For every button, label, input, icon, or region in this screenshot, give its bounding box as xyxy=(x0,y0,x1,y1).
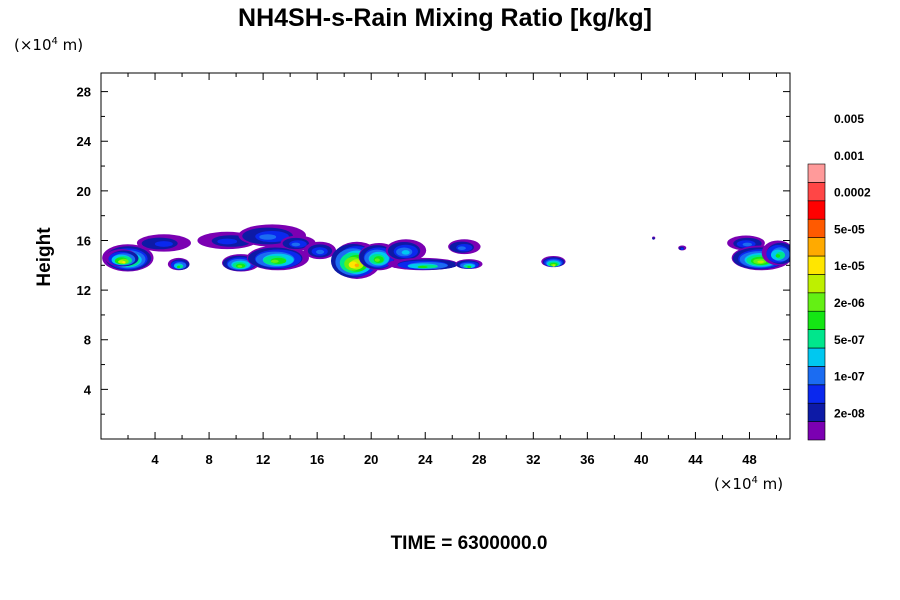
colorbar-label: 0.0002 xyxy=(834,186,871,200)
contour-fill xyxy=(775,254,781,258)
colorbar-swatch xyxy=(807,366,826,386)
x-tick-label: 44 xyxy=(688,452,703,467)
contour-fill xyxy=(680,247,684,251)
y-tick-label: 4 xyxy=(84,382,92,397)
x-tick-label: 20 xyxy=(364,452,378,467)
x-tick-label: 8 xyxy=(205,452,212,467)
colorbar-swatch xyxy=(807,182,826,202)
colorbar-swatch xyxy=(807,310,826,330)
contour-fill xyxy=(348,261,358,269)
colorbar-swatch xyxy=(807,218,826,238)
mixing-ratio-field xyxy=(102,224,790,279)
colorbar-swatch xyxy=(807,200,826,220)
x-tick-label: 24 xyxy=(418,452,433,467)
contour-fill xyxy=(217,238,238,245)
colorbar-label: 1e-07 xyxy=(834,370,865,384)
y-tick-label: 12 xyxy=(77,283,91,298)
x-unit-prefix: (×10 xyxy=(714,475,752,493)
contour-fill xyxy=(652,237,655,240)
contour-fill xyxy=(291,242,301,247)
x-tick-label: 36 xyxy=(580,452,594,467)
colorbar-swatch xyxy=(807,163,826,183)
contour-fill xyxy=(374,258,380,262)
x-tick-label: 48 xyxy=(742,452,756,467)
contour-fill xyxy=(742,242,753,247)
colorbar-swatch xyxy=(807,421,826,441)
x-unit-label: (×104 m) xyxy=(714,475,783,493)
y-axis-label: Height xyxy=(34,227,55,287)
colorbar-label: 0.001 xyxy=(834,149,864,163)
contour-fill xyxy=(316,249,325,255)
x-unit-suffix: m) xyxy=(758,475,783,493)
contour-fill xyxy=(552,264,556,267)
plot-frame xyxy=(100,72,791,440)
y-unit-exp: 4 xyxy=(52,36,58,47)
y-tick-label: 16 xyxy=(77,233,91,248)
time-label: TIME = 6300000.0 xyxy=(391,533,548,554)
y-unit-prefix: (×10 xyxy=(14,36,52,54)
x-tick-label: 4 xyxy=(151,452,159,467)
y-tick-label: 20 xyxy=(77,184,91,199)
colorbar-swatch xyxy=(807,347,826,367)
colorbar-swatch xyxy=(807,402,826,422)
y-unit-label: (×104 m) xyxy=(14,36,83,54)
chart-title: NH4SH-s-Rain Mixing Ratio [kg/kg] xyxy=(238,4,652,32)
y-tick-label: 24 xyxy=(77,134,92,149)
contour-fill xyxy=(270,259,279,263)
contour-fill xyxy=(401,250,410,255)
x-tick-label: 12 xyxy=(256,452,270,467)
x-tick-label: 40 xyxy=(634,452,648,467)
colorbar-swatch xyxy=(807,237,826,257)
y-axis: 4 8 12 16 20 24 28 xyxy=(77,85,790,415)
x-axis: 4 8 12 16 20 24 28 32 36 40 44 48 xyxy=(127,73,777,467)
contour-fill xyxy=(457,246,466,251)
colorbar-swatch xyxy=(807,292,826,312)
contour-fill xyxy=(467,265,472,269)
contour-fill xyxy=(757,260,764,264)
contour-fill xyxy=(122,261,126,264)
contour-fill xyxy=(354,263,360,267)
colorbar-label: 5e-05 xyxy=(834,222,865,236)
colorbar-label: 1e-05 xyxy=(834,259,865,273)
x-tick-label: 32 xyxy=(526,452,540,467)
contour-fill xyxy=(259,234,277,240)
contour-fill xyxy=(417,265,428,269)
colorbar-swatch xyxy=(807,274,826,294)
y-tick-label: 28 xyxy=(77,85,91,100)
colorbar-swatch xyxy=(807,329,826,349)
colorbar-swatch xyxy=(807,384,826,404)
contour-fill xyxy=(154,241,173,247)
contour-fill xyxy=(237,265,243,268)
colorbar-label: 0.005 xyxy=(834,112,864,126)
colorbar-label: 2e-06 xyxy=(834,296,865,310)
colorbar-label: 5e-07 xyxy=(834,333,865,347)
contour-fill xyxy=(177,265,181,269)
colorbar-label: 2e-08 xyxy=(834,406,865,420)
x-tick-label: 28 xyxy=(472,452,486,467)
y-unit-suffix: m) xyxy=(58,36,83,54)
x-tick-label: 16 xyxy=(310,452,324,467)
x-unit-exp: 4 xyxy=(752,475,758,486)
y-tick-label: 8 xyxy=(84,333,91,348)
colorbar-swatch xyxy=(807,255,826,275)
colorbar: 2e-08 1e-07 5e-07 2e-06 1e-05 5e-05 0.0002 0.00… xyxy=(807,112,871,441)
